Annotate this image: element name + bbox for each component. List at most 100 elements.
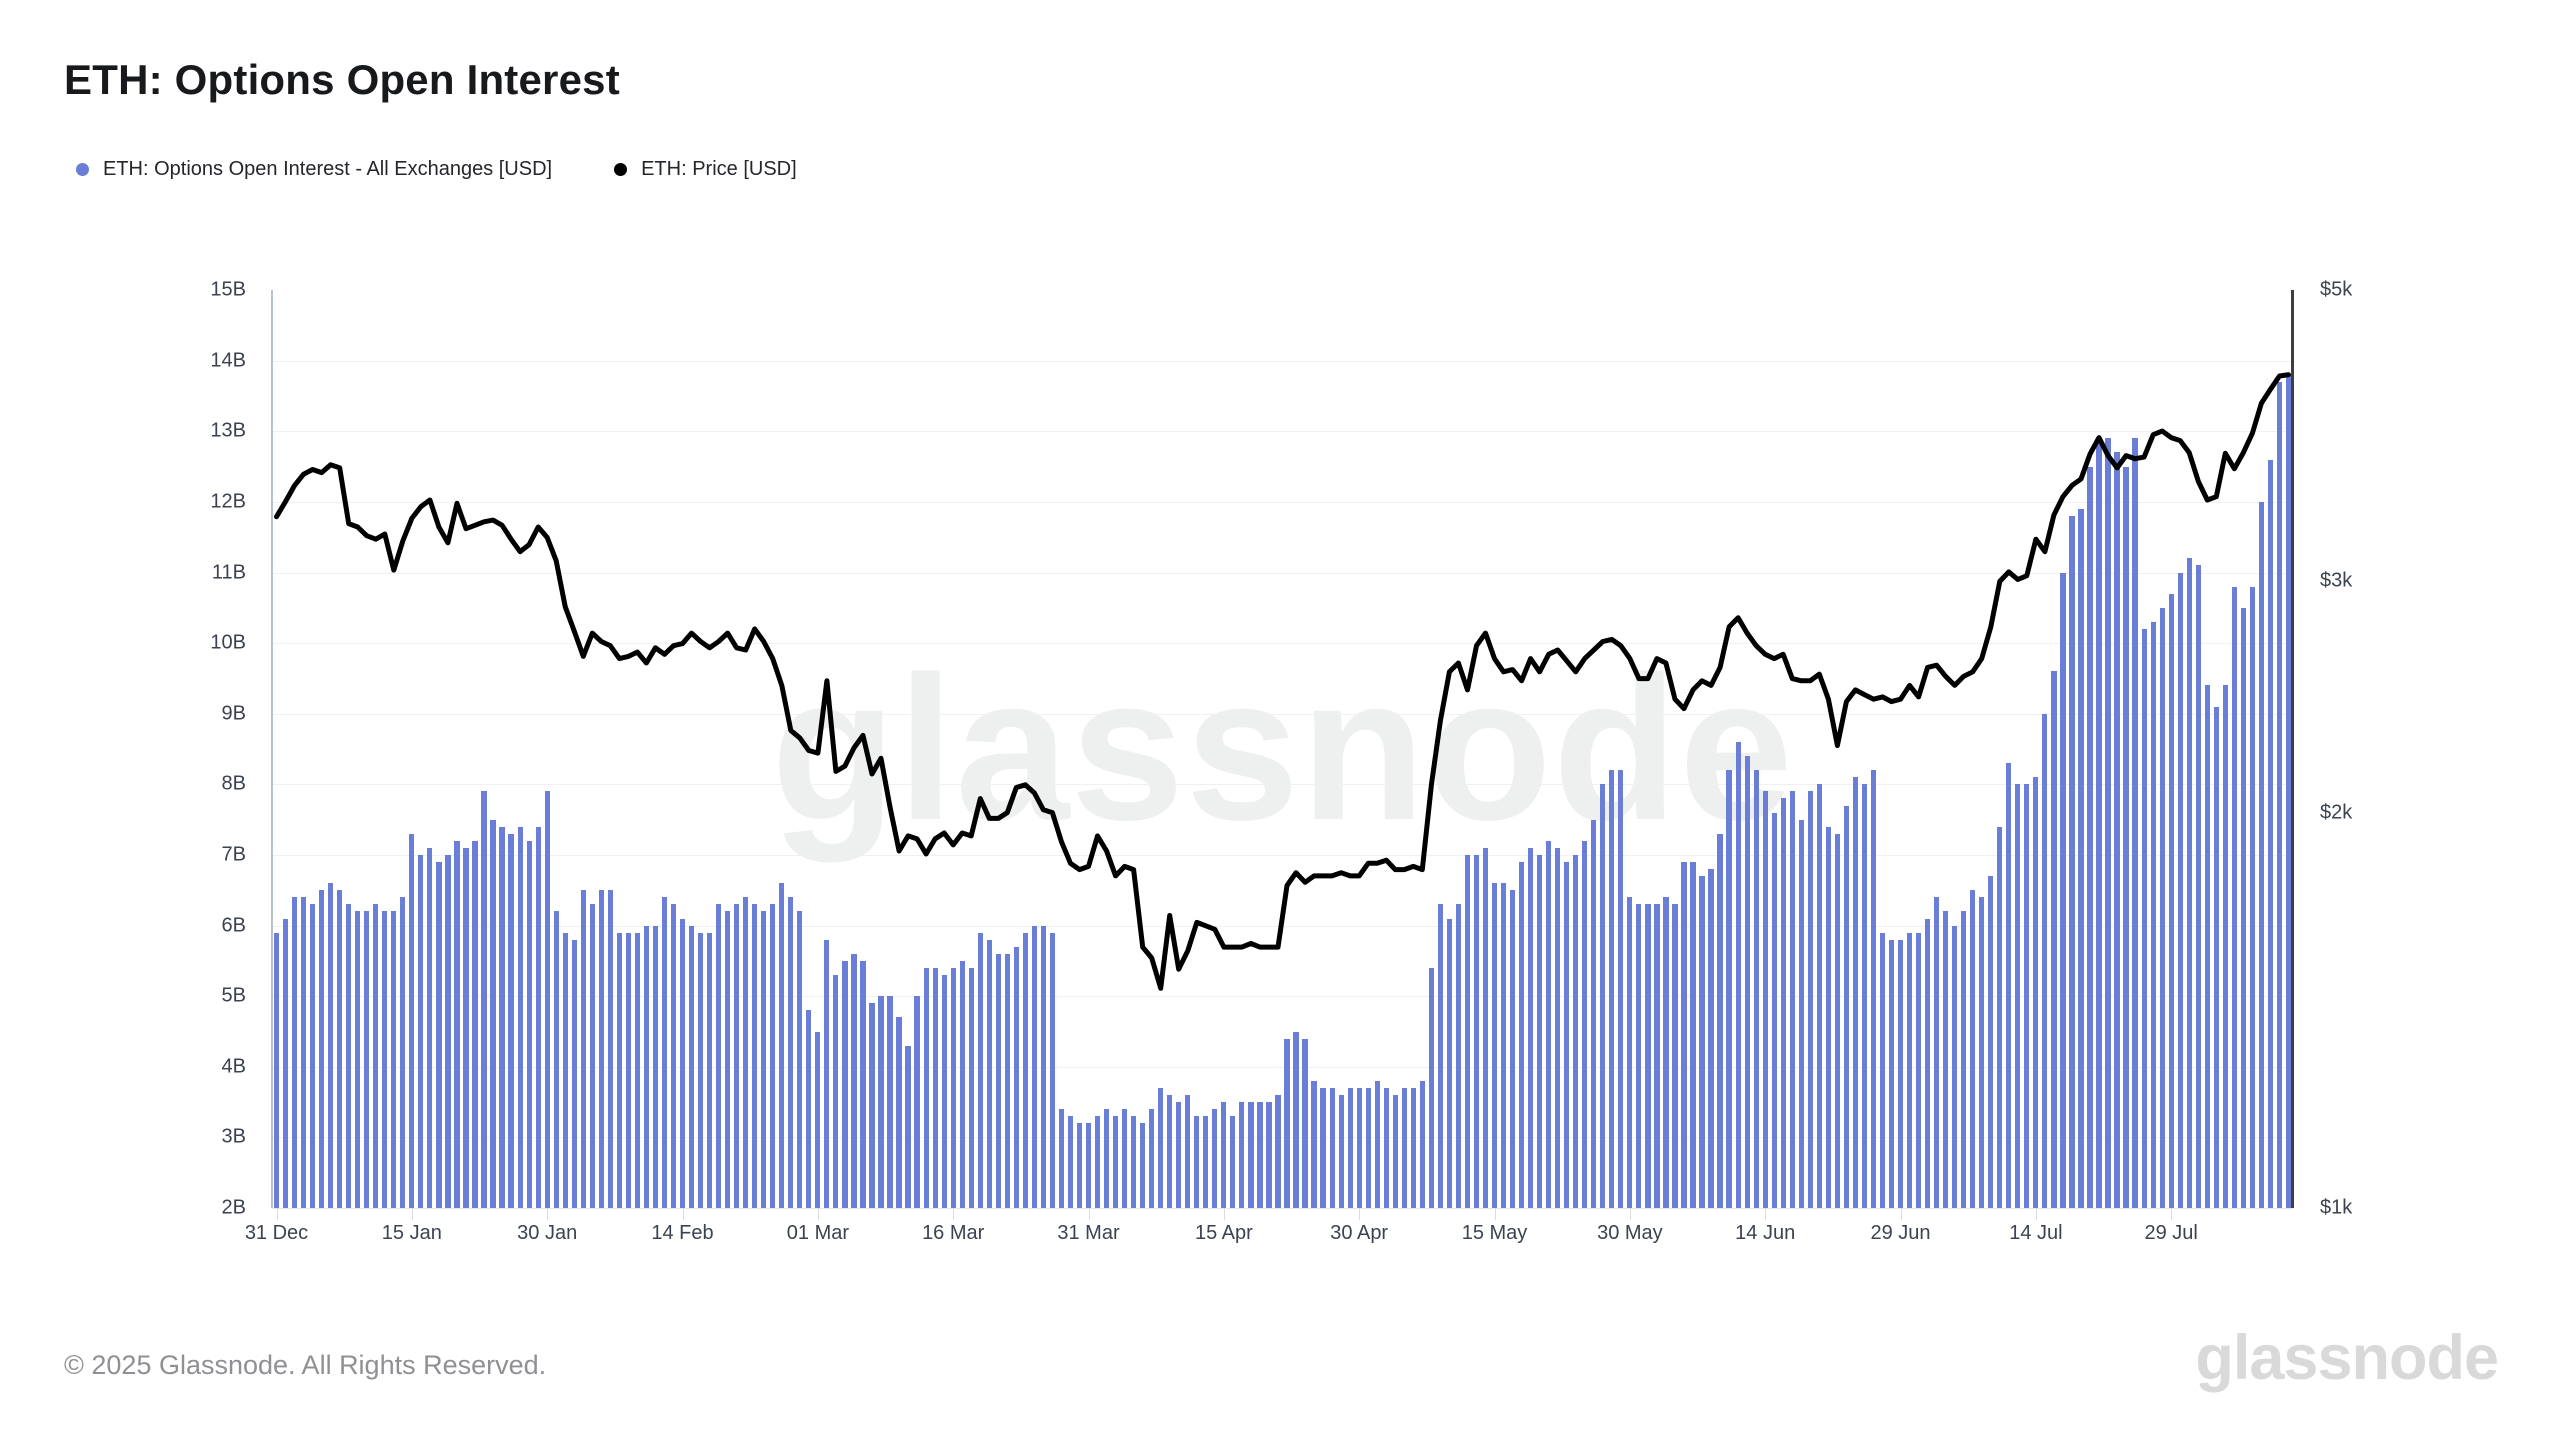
oi-bar	[2132, 438, 2138, 1208]
oi-bar	[337, 890, 343, 1208]
oi-bar	[1708, 869, 1714, 1208]
oi-bar	[1491, 883, 1498, 1208]
oi-bar	[806, 1010, 812, 1208]
oi-bar	[2195, 565, 2201, 1208]
oi-bar	[1582, 840, 1588, 1208]
oi-bar	[634, 932, 640, 1208]
oi-bar	[1464, 854, 1471, 1208]
oi-bar	[1311, 1080, 1317, 1208]
oi-bar	[914, 996, 920, 1208]
oi-bar	[580, 890, 586, 1208]
x-tick-mark	[682, 1208, 684, 1220]
oi-bar	[1735, 741, 1741, 1208]
oi-bar	[1221, 1102, 1227, 1208]
oi-bar	[1293, 1031, 1299, 1208]
oi-bar	[1347, 1088, 1353, 1208]
oi-bar	[1780, 798, 1786, 1208]
oi-bar	[1356, 1088, 1362, 1208]
oi-bar	[2186, 558, 2192, 1208]
oi-bar	[1140, 1123, 1146, 1208]
oi-bar	[553, 911, 559, 1208]
oi-bar	[499, 826, 505, 1208]
oi-bar	[291, 897, 298, 1208]
oi-bar	[436, 862, 442, 1208]
oi-bar	[2069, 516, 2075, 1208]
legend-dot-price-icon	[614, 163, 628, 176]
oi-bar	[2258, 501, 2265, 1208]
oi-bar	[1564, 862, 1570, 1208]
oi-bar	[1230, 1116, 1236, 1208]
x-tick-mark	[547, 1208, 549, 1220]
oi-bar	[1744, 756, 1750, 1208]
oi-bar	[1870, 770, 1877, 1208]
oi-bar	[1437, 904, 1443, 1208]
oi-bar	[1392, 1095, 1398, 1208]
oi-bar	[851, 953, 857, 1208]
oi-bar	[364, 911, 370, 1208]
oi-bar	[905, 1045, 911, 1208]
oi-bar	[418, 854, 424, 1208]
oi-bar	[1537, 854, 1543, 1208]
oi-bar	[2285, 374, 2292, 1208]
x-tick-mark	[2035, 1208, 2037, 1220]
x-axis-label: 30 Jan	[517, 1222, 578, 1244]
oi-bar	[2024, 784, 2030, 1208]
oi-bar	[1943, 911, 1949, 1208]
oi-bar	[1717, 833, 1723, 1208]
oi-bar	[1609, 770, 1615, 1208]
legend-item-open-interest[interactable]: ETH: Options Open Interest - All Exchang…	[76, 158, 552, 181]
oi-bar	[1329, 1088, 1335, 1208]
oi-bar	[2141, 629, 2147, 1208]
oi-bar	[1203, 1116, 1209, 1208]
oi-bar	[445, 854, 451, 1208]
oi-bar	[842, 960, 848, 1208]
oi-bar	[1058, 1109, 1065, 1208]
oi-bar	[2213, 706, 2219, 1208]
y-axis-label-left: 13B	[210, 419, 246, 442]
oi-bar	[923, 967, 929, 1208]
oi-bar	[1906, 932, 1913, 1208]
gridline	[272, 713, 2293, 715]
oi-bar	[472, 840, 478, 1208]
legend-item-price[interactable]: ETH: Price [USD]	[614, 158, 797, 181]
gridline	[272, 360, 2293, 362]
oi-bar	[1004, 953, 1010, 1208]
x-axis-label: 14 Feb	[651, 1222, 714, 1244]
y-axis-label-left: 15B	[210, 278, 246, 301]
oi-bar	[959, 960, 965, 1208]
oi-bar	[309, 904, 316, 1208]
oi-bar	[932, 967, 938, 1208]
oi-bar	[1573, 854, 1579, 1208]
oi-bar	[1103, 1109, 1110, 1208]
oi-bar	[1699, 876, 1705, 1208]
plot-area[interactable]	[271, 290, 2294, 1220]
oi-bar	[2078, 508, 2084, 1208]
oi-bar	[1500, 883, 1507, 1208]
gridline	[272, 643, 2293, 645]
oi-bar	[391, 911, 397, 1208]
oi-bar	[770, 904, 776, 1208]
oi-bar	[463, 847, 469, 1208]
gridline	[272, 996, 2293, 998]
oi-bar	[1085, 1123, 1092, 1208]
oi-bar	[706, 932, 713, 1208]
oi-bar	[1555, 847, 1561, 1208]
oi-bar	[2087, 466, 2093, 1208]
oi-bar	[1158, 1088, 1164, 1208]
oi-bar	[1266, 1102, 1272, 1208]
oi-bar	[995, 953, 1001, 1208]
page-title: ETH: Options Open Interest	[64, 56, 620, 103]
oi-bar	[2168, 593, 2174, 1208]
oi-bar	[1338, 1095, 1344, 1208]
x-axis-label: 01 Mar	[786, 1222, 850, 1244]
gridline	[272, 431, 2293, 433]
oi-bar	[824, 939, 830, 1208]
oi-bar	[1654, 904, 1660, 1208]
oi-bar	[2114, 452, 2120, 1208]
oi-bar	[1094, 1116, 1101, 1208]
oi-bar	[508, 833, 514, 1208]
x-axis-label: 16 Mar	[922, 1222, 985, 1244]
oi-bar	[1879, 932, 1886, 1208]
x-axis-label: 31 Mar	[1057, 1222, 1120, 1244]
